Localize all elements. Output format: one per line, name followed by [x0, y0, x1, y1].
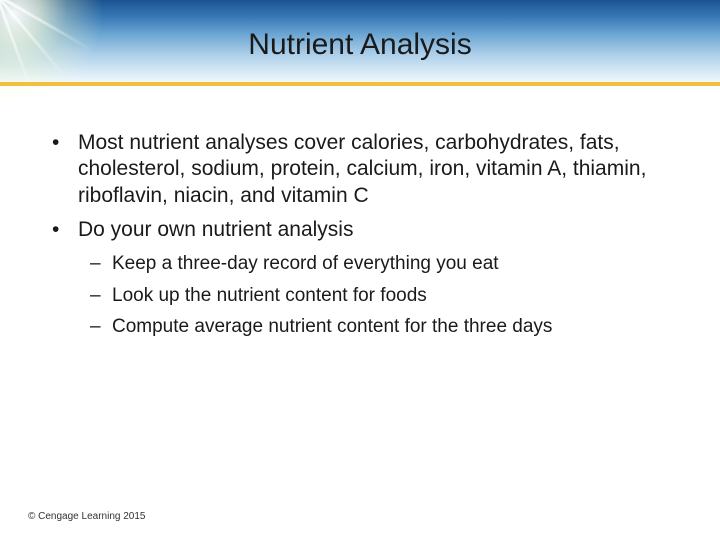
copyright-footer: © Cengage Learning 2015: [28, 511, 145, 522]
bullet-text: Compute average nutrient content for the…: [112, 314, 680, 340]
bullet-text: Keep a three-day record of everything yo…: [112, 251, 680, 277]
accent-line: [0, 82, 720, 86]
bullet-text: Look up the nutrient content for foods: [112, 283, 680, 309]
sunburst-glow: [0, 0, 140, 140]
bullet-main: • Do your own nutrient analysis: [52, 217, 680, 243]
bullet-sub: – Compute average nutrient content for t…: [90, 314, 680, 340]
bullet-text: Do your own nutrient analysis: [78, 217, 680, 243]
bullet-dash-icon: –: [90, 314, 112, 340]
bullet-dash-icon: –: [90, 251, 112, 277]
bullet-dash-icon: –: [90, 283, 112, 309]
bullet-dot-icon: •: [52, 217, 78, 243]
slide-title: Nutrient Analysis: [0, 28, 720, 62]
bullet-sub: – Keep a three-day record of everything …: [90, 251, 680, 277]
bullet-sub: – Look up the nutrient content for foods: [90, 283, 680, 309]
header-banner: Nutrient Analysis: [0, 0, 720, 88]
bullet-text: Most nutrient analyses cover calories, c…: [78, 130, 680, 209]
bullet-main: • Most nutrient analyses cover calories,…: [52, 130, 680, 209]
content-area: • Most nutrient analyses cover calories,…: [52, 130, 680, 346]
bullet-dot-icon: •: [52, 130, 78, 209]
